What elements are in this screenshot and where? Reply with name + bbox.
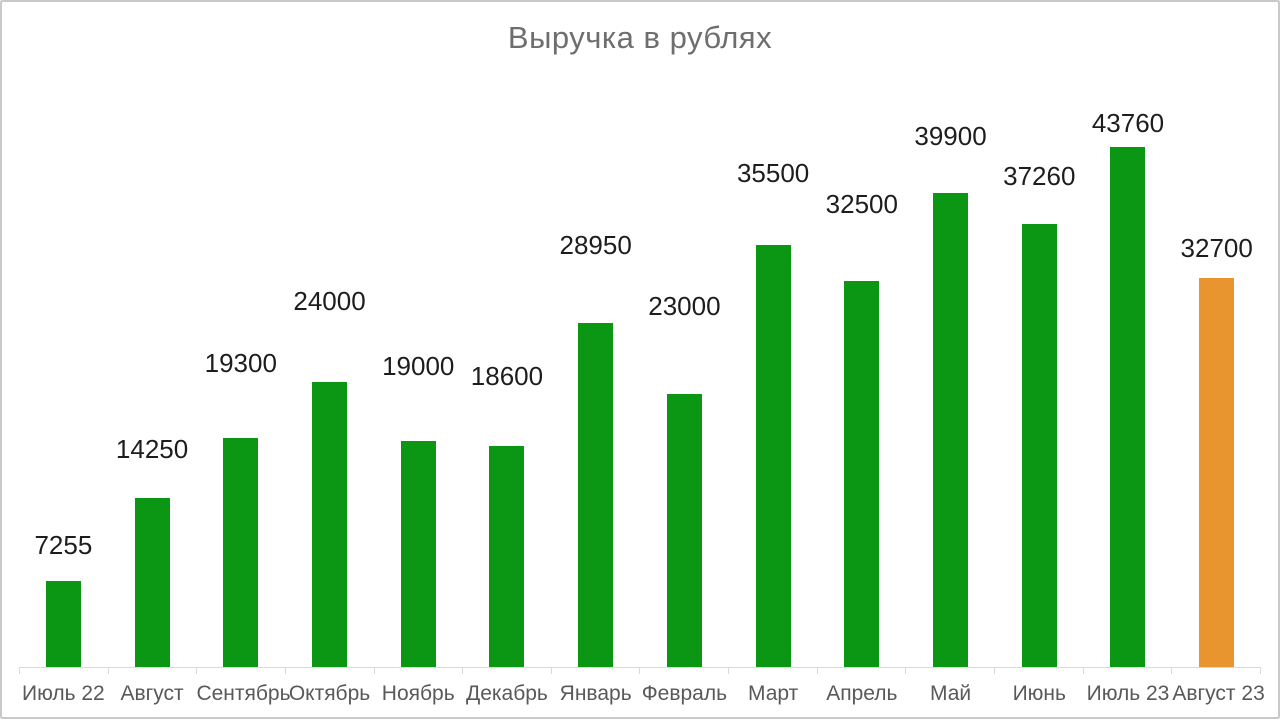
x-axis-label: Март [747,682,799,705]
bar-column: 19300 [196,72,285,667]
bar [45,581,81,667]
x-axis-label: Октябрь [288,682,371,705]
bar-value-label: 39900 [914,121,987,151]
x-axis-label: Август [120,682,184,705]
bar [1110,147,1146,667]
axis-tick [463,668,552,674]
bar-value-label: 37260 [1003,161,1076,191]
bar-column: 14250 [108,72,197,667]
bar [134,498,170,667]
bar-value-label: 18600 [470,361,544,391]
label-gap-spacer [1127,138,1128,147]
bar-value-label: 35500 [736,158,810,188]
x-axis-label: Сентябрь [196,682,291,705]
axis-tick [1172,668,1261,674]
bar [844,281,880,667]
label-gap-spacer [950,151,951,193]
bar [578,323,614,667]
bar-column: 23000 [640,72,729,667]
x-axis-label: Апрель [826,682,898,705]
axis-tick [197,668,286,674]
plot-area: 7255 14250 19300 24000 19000 18600 28950 23000 3… [19,72,1261,667]
axis-tick [375,668,464,674]
bar-column: 37260 [995,72,1084,667]
bar-column: 39900 [906,72,995,667]
axis-tick [20,668,109,674]
bar-value-label: 7255 [34,530,93,560]
x-axis-label: Январь [559,682,632,705]
bar-value-label: 32700 [1180,233,1253,263]
bar-value-label: 19300 [204,348,277,378]
axis-tick [995,668,1084,674]
axis-tick [818,668,907,674]
chart-title: Выручка в рублях [507,20,773,55]
bar-column: 32700 [1172,72,1261,667]
label-gap-spacer [595,260,596,323]
x-axis-ticks [19,668,1261,674]
bar-value-label: 23000 [648,291,721,321]
bar-column: 18600 [463,72,552,667]
x-axis-label: Июль 23 [1086,682,1170,705]
bar-value-label: 14250 [115,434,189,464]
label-gap-spacer [329,316,330,382]
bar-value-label: 19000 [382,351,455,381]
x-axis-label: Ноябрь [381,682,455,705]
axis-tick [906,668,996,674]
axis-tick [109,668,198,674]
label-gap-spacer [418,381,419,441]
bar [223,438,259,667]
x-axis-label: Август 23 [1172,682,1265,705]
bar-highlight [1199,278,1235,667]
bar [666,394,702,667]
label-gap-spacer [861,219,862,281]
label-gap-spacer [240,378,241,438]
bar-column: 24000 [285,72,374,667]
label-gap-spacer [1216,263,1217,278]
bar-value-label: 43760 [1091,108,1165,138]
bar-column: 7255 [19,72,108,667]
label-gap-spacer [773,188,774,245]
axis-tick [640,668,730,674]
x-axis-label: Июль 22 [21,682,105,705]
bar [755,245,791,667]
label-gap-spacer [63,560,64,581]
x-axis-label: Декабрь [466,682,548,705]
bar [933,193,969,667]
bar-column: 43760 [1084,72,1173,667]
bar [400,441,436,667]
x-axis-labels: Июль 22 Август Сентябрь Октябрь Ноябрь Декабр… [19,681,1265,707]
bar [312,382,348,667]
x-axis-line [19,667,1261,668]
bar-column: 28950 [551,72,640,667]
x-axis-label: Февраль [641,682,728,705]
bar-value-label: 24000 [293,286,366,316]
bar-value-label: 32500 [825,189,898,219]
bar [489,446,525,667]
label-gap-spacer [506,391,507,446]
bar-column: 32500 [817,72,906,667]
axis-tick [286,668,375,674]
bar-column: 35500 [729,72,818,667]
label-gap-spacer [684,321,685,394]
axis-tick [1084,668,1173,674]
bar [1021,224,1057,667]
axis-tick [552,668,641,674]
label-gap-spacer [152,464,153,498]
label-gap-spacer [1039,191,1040,224]
axis-tick [729,668,818,674]
x-axis-label: Май [929,682,972,705]
bar-column: 19000 [374,72,463,667]
bar-value-label: 28950 [559,230,632,260]
x-axis-label: Июнь [1012,682,1066,705]
